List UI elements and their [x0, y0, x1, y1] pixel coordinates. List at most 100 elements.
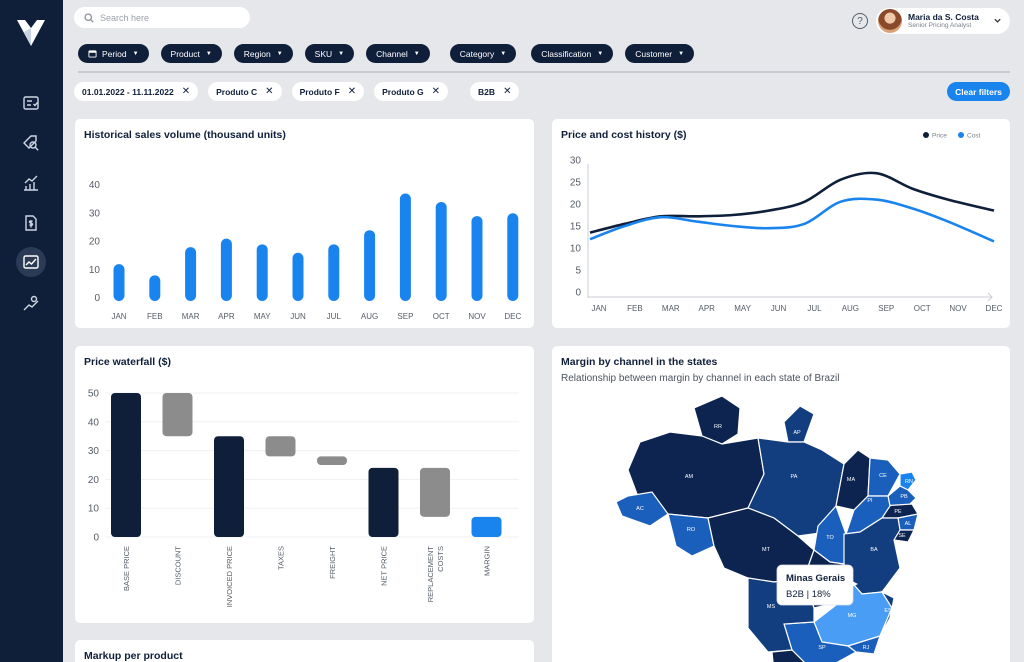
- card-title: Margin by channel in the states: [561, 356, 718, 368]
- y-tick-label: 30: [88, 446, 100, 457]
- price-waterfall-card: Price waterfall ($) 0 10 20 30 40 50 BASE PRIC…: [75, 346, 534, 623]
- filter-bar: Period ▼ Product ▼ Region ▼ SKU ▼ Channel ▼ C…: [78, 44, 706, 63]
- nav-pricing-document[interactable]: [16, 208, 46, 238]
- y-tick-label: 20: [88, 475, 100, 486]
- x-tick-label: FEB: [147, 312, 163, 321]
- waterfall-bar: [420, 467, 450, 517]
- state-label: BA: [870, 547, 878, 553]
- state-region[interactable]: [771, 649, 810, 662]
- x-tick-label: FREIGHT: [328, 546, 337, 579]
- chip-label: Produto C: [216, 86, 258, 97]
- user-menu[interactable]: Maria da S. Costa Senior Pricing Analyst: [876, 8, 1010, 34]
- waterfall-bar: [368, 467, 399, 537]
- filter-label: Category: [459, 48, 495, 59]
- close-icon[interactable]: ✕: [347, 86, 357, 97]
- x-tick-label: FEB: [627, 304, 643, 313]
- tooltip-state: Minas Gerais: [786, 573, 845, 584]
- clear-filters-button[interactable]: Clear filters: [947, 82, 1010, 101]
- state-label: SE: [898, 533, 906, 539]
- state-label: AP: [793, 430, 801, 436]
- divider: [78, 71, 1010, 73]
- nav-analytics[interactable]: [16, 247, 46, 277]
- state-region[interactable]: [615, 491, 669, 527]
- bar: [149, 275, 161, 301]
- brazil-map: RR AP AM PA MA CE RN PB PE AL SE PI AC R…: [615, 395, 919, 662]
- filter-label: Period: [102, 48, 127, 59]
- nav-price-search[interactable]: [16, 128, 46, 158]
- x-tick-label: NOV: [468, 312, 486, 321]
- filter-channel[interactable]: Channel ▼: [366, 44, 430, 63]
- y-tick-label: 40: [89, 180, 101, 191]
- chip-label: 01.01.2022 - 11.11.2022: [82, 86, 174, 97]
- margin-map-card: Margin by channel in the states Relation…: [552, 346, 1010, 662]
- waterfall-bar: [471, 516, 502, 537]
- state-label: RN: [905, 479, 913, 485]
- bar: [185, 247, 197, 301]
- checklist-icon: [23, 96, 39, 110]
- nav-trends[interactable]: [16, 168, 46, 198]
- bar: [220, 238, 232, 301]
- y-tick-label: 5: [575, 266, 581, 277]
- filter-customer[interactable]: Customer ▼: [625, 44, 695, 63]
- user-role: Senior Pricing Analyst: [908, 22, 972, 29]
- filter-period[interactable]: Period ▼: [78, 44, 149, 63]
- y-tick-label: 30: [89, 208, 101, 219]
- search-bar[interactable]: [74, 7, 250, 28]
- active-filter-chip: Produto C ✕: [208, 82, 282, 101]
- state-region[interactable]: [783, 405, 815, 443]
- x-tick-label: MAY: [734, 304, 751, 313]
- x-tick-label: APR: [699, 304, 716, 313]
- filter-classification[interactable]: Classification ▼: [531, 44, 614, 63]
- price-cost-card: Price and cost history ($) 0 5 10 15 20 25 30 J…: [552, 119, 1010, 328]
- filter-region[interactable]: Region ▼: [233, 44, 293, 63]
- x-tick-label: SEP: [397, 312, 413, 321]
- state-label: CE: [879, 473, 887, 479]
- nav-regional[interactable]: [16, 288, 46, 318]
- search-input[interactable]: [100, 12, 240, 23]
- x-tick-label: OCT: [433, 312, 450, 321]
- legend-label: Cost: [967, 133, 981, 140]
- x-tick-label: BASE PRICE: [122, 546, 131, 591]
- x-tick-label: REPLACEMENT: [426, 546, 435, 603]
- tooltip-value: B2B | 18%: [786, 589, 831, 600]
- search-icon: [84, 12, 94, 23]
- state-region[interactable]: [899, 471, 917, 491]
- bar: [471, 216, 483, 301]
- sales-volume-card: Historical sales volume (thousand units)…: [75, 119, 534, 328]
- nav-checklist[interactable]: [16, 88, 46, 118]
- filter-category[interactable]: Category ▼: [449, 44, 517, 63]
- state-region[interactable]: [867, 457, 901, 497]
- map-pin-chart-icon: [23, 295, 39, 311]
- caret-down-icon: ▼: [597, 50, 604, 57]
- state-label: PA: [791, 474, 798, 480]
- bar: [292, 252, 304, 301]
- state-label: AM: [685, 474, 694, 480]
- filter-product[interactable]: Product ▼: [160, 44, 222, 63]
- bar: [256, 244, 268, 301]
- chip-label: B2B: [478, 86, 496, 97]
- filter-sku[interactable]: SKU ▼: [304, 44, 355, 63]
- card-title: Historical sales volume (thousand units): [84, 129, 286, 141]
- close-icon[interactable]: ✕: [431, 86, 441, 97]
- active-filter-chip: B2B ✕: [470, 82, 520, 101]
- close-icon[interactable]: ✕: [503, 86, 512, 97]
- x-tick-label: JAN: [111, 312, 126, 321]
- state-region[interactable]: [879, 590, 895, 637]
- x-tick-label: NET PRICE: [380, 546, 389, 586]
- close-icon[interactable]: ✕: [265, 86, 274, 97]
- trend-chart-icon: [24, 175, 38, 191]
- price-document-icon: [25, 215, 37, 231]
- caret-down-icon: ▼: [678, 50, 685, 57]
- map-tooltip: Minas Gerais B2B | 18%: [776, 564, 858, 606]
- help-icon[interactable]: ?: [852, 13, 868, 29]
- x-tick-label: DISCOUNT: [174, 546, 183, 586]
- x-tick-label: TAXES: [277, 546, 286, 570]
- state-label: RJ: [863, 645, 870, 651]
- waterfall-bar: [214, 436, 244, 537]
- caret-down-icon: ▼: [132, 50, 139, 57]
- x-tick-label: MAY: [254, 312, 271, 321]
- close-icon[interactable]: ✕: [181, 86, 191, 97]
- bar: [328, 244, 340, 301]
- state-region[interactable]: [667, 513, 715, 557]
- x-tick-label: OCT: [914, 304, 931, 313]
